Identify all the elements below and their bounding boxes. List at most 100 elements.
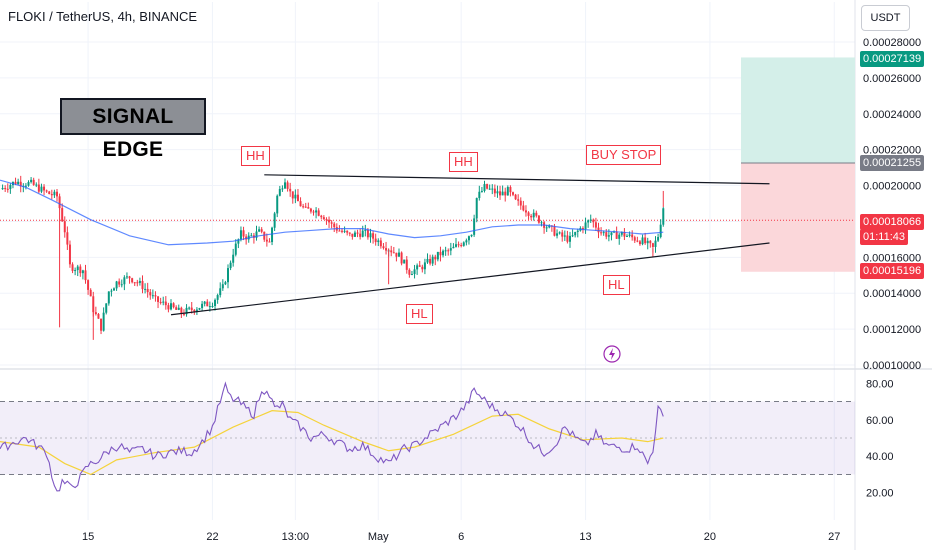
candle-body [193,310,196,312]
target-price-label: 0.00027139 [860,51,925,67]
rsi-line [0,381,664,492]
hl-label: HL [406,304,433,324]
candle-body [644,237,647,244]
price-tick-label: 0.00020000 [863,181,921,193]
candle-body [92,296,95,313]
price-tick-label: 0.00026000 [863,73,921,85]
profit-zone[interactable] [741,57,855,164]
resistance-trendline[interactable] [264,174,770,185]
candle-body [63,221,66,233]
candle-body [304,206,307,208]
rsi-tick-label: 80.00 [866,378,894,390]
support-trendline[interactable] [170,242,770,316]
candle-body [66,232,69,245]
candle-body [273,213,276,228]
candle-body [395,252,398,257]
candle-body [486,184,489,189]
candle-body [37,184,40,192]
candle-body [447,250,450,252]
candle-body [123,277,126,285]
candle-body [364,229,367,231]
candle-body [338,230,341,232]
candle-body [221,284,224,289]
candle-body [201,303,204,309]
candle-body [271,227,274,243]
candle-body [436,251,439,260]
time-tick-label: May [368,531,389,543]
candle-body [330,222,333,224]
candle-body [100,318,103,331]
candle-body [390,250,393,253]
candle-body [465,240,468,243]
candle-body [250,235,253,237]
candle-body [24,185,27,187]
rsi-tick-label: 20.00 [866,488,894,500]
candle-body [159,301,162,303]
candle-body [517,199,520,201]
candle-body [284,182,286,189]
candle-body [35,184,38,186]
candle-body [294,194,297,199]
candle-body [569,235,571,242]
candle-body [144,288,147,290]
candle-body [576,230,579,232]
candle-body [320,215,323,218]
candle-body [307,207,310,209]
candle-body [227,268,229,283]
candle-body [74,270,77,272]
currency-selector-button[interactable]: USDT [861,5,910,31]
candle-body [185,307,188,315]
candle-body [584,222,587,230]
candle-body [177,307,180,310]
candle-body [574,231,577,236]
candle-body [120,284,123,286]
candle-body [410,274,413,276]
candle-body [488,188,491,190]
candle-body [602,232,605,234]
candle-body [58,196,61,209]
candle-body [519,200,522,206]
candle-body [556,233,559,236]
candle-body [434,256,437,260]
rsi-tick-label: 60.00 [866,415,894,427]
candle-body [631,234,634,238]
price-tick-label: 0.00022000 [863,145,921,157]
candle-body [558,232,561,234]
candle-body [208,306,211,308]
candle-body [480,190,483,192]
candle-body [636,240,639,242]
candle-body [628,234,631,236]
candle-body [232,254,235,263]
candle-body [56,191,58,197]
candle-body [545,227,548,229]
loss-zone[interactable] [741,163,855,272]
candle-body [610,232,613,236]
candle-body [514,194,517,200]
candle-body [341,230,343,232]
candle-body [317,210,320,216]
candle-body [659,224,662,238]
candle-body [615,231,618,239]
candle-body [649,240,652,244]
candle-body [19,181,22,187]
candle-body [17,181,20,185]
candle-body [366,229,369,238]
candle-body [309,208,312,212]
candle-body [206,301,209,307]
candle-body [89,289,92,297]
candle-body [605,232,608,237]
candle-body [351,233,354,237]
candle-body [374,238,377,243]
candle-body [172,303,175,308]
candle-body [4,188,7,190]
candle-body [527,212,530,216]
candle-body [229,262,232,269]
candle-body [651,243,654,247]
candle-body [571,235,574,237]
candle-body [97,314,100,319]
symbol-title: FLOKI / TetherUS, 4h, BINANCE [8,9,198,24]
candle-body [455,244,457,247]
candle-body [125,276,128,278]
lightning-icon[interactable] [603,345,621,363]
